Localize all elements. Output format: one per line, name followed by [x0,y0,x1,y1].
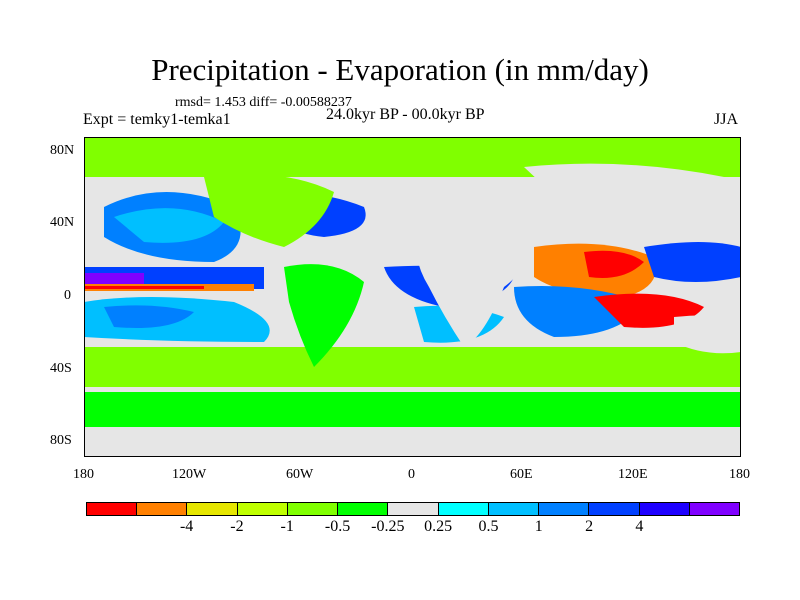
colorbar-swatch [338,503,389,515]
y-label-40n: 40N [50,215,75,230]
colorbar-swatch [388,503,439,515]
southern-ocean-band [84,392,741,427]
colorbar-label: -4 [179,518,194,535]
colorbar-label: -0.25 [371,518,405,535]
southern-band [84,347,741,387]
colorbar-swatch [639,503,690,515]
colorbar-label: 0.5 [478,518,499,535]
y-label-0: 0 [64,288,71,303]
colorbar-label: -1 [280,518,294,535]
colorbar-swatch [287,503,339,515]
y-label-80s: 80S [50,433,72,448]
colorbar-swatch [137,503,188,515]
colorbar-swatch [488,503,540,515]
north-america-land [204,174,334,247]
colorbar-label: -0.5 [324,518,351,535]
west-pacific [644,242,741,282]
x-label-180e: 180 [729,467,750,482]
colorbar [86,502,740,516]
map-field [84,137,741,457]
colorbar-label: 4 [635,518,644,535]
africa-land [415,193,536,347]
period-label: 24.0kyr BP - 00.0kyr BP [326,106,485,123]
equatorial-purple-west [84,273,144,287]
colorbar-swatch [689,503,740,515]
colorbar-label: 2 [585,518,594,535]
map-frame [84,137,741,457]
x-label-60w: 60W [286,467,314,482]
colorbar-swatch [237,503,288,515]
indian-monsoon-core [584,250,644,278]
eurasia-land [524,163,741,227]
x-label-120w: 120W [172,467,207,482]
x-label-0: 0 [408,467,415,482]
australia-land [674,315,741,354]
colorbar-swatch [87,503,138,515]
x-label-120e: 120E [618,467,648,482]
south-america-land [284,264,364,367]
colorbar-label: 0.25 [424,518,453,535]
colorbar-swatch [438,503,489,515]
colorbar-label: -2 [230,518,244,535]
experiment-label: Expt = temky1-temka1 [83,111,231,128]
colorbar-label: 1 [534,518,543,535]
stats-text: rmsd= 1.453 diff= -0.00588237 [175,95,352,110]
antarctic-band [84,427,741,457]
x-label-60e: 60E [510,467,533,482]
colorbar-swatch [187,503,238,515]
south-pacific-core [104,305,194,328]
colorbar-swatch [589,503,640,515]
colorbar-swatch [539,503,590,515]
y-label-40s: 40S [50,361,72,376]
x-label-180w: 180 [73,467,94,482]
y-label-80n: 80N [50,143,75,158]
season-label: JJA [714,111,739,128]
itcz-red [84,286,204,289]
precip-evap-field [84,137,741,457]
north-pacific-core [114,208,224,243]
map-title: Precipitation - Evaporation (in mm/day) [151,52,649,87]
